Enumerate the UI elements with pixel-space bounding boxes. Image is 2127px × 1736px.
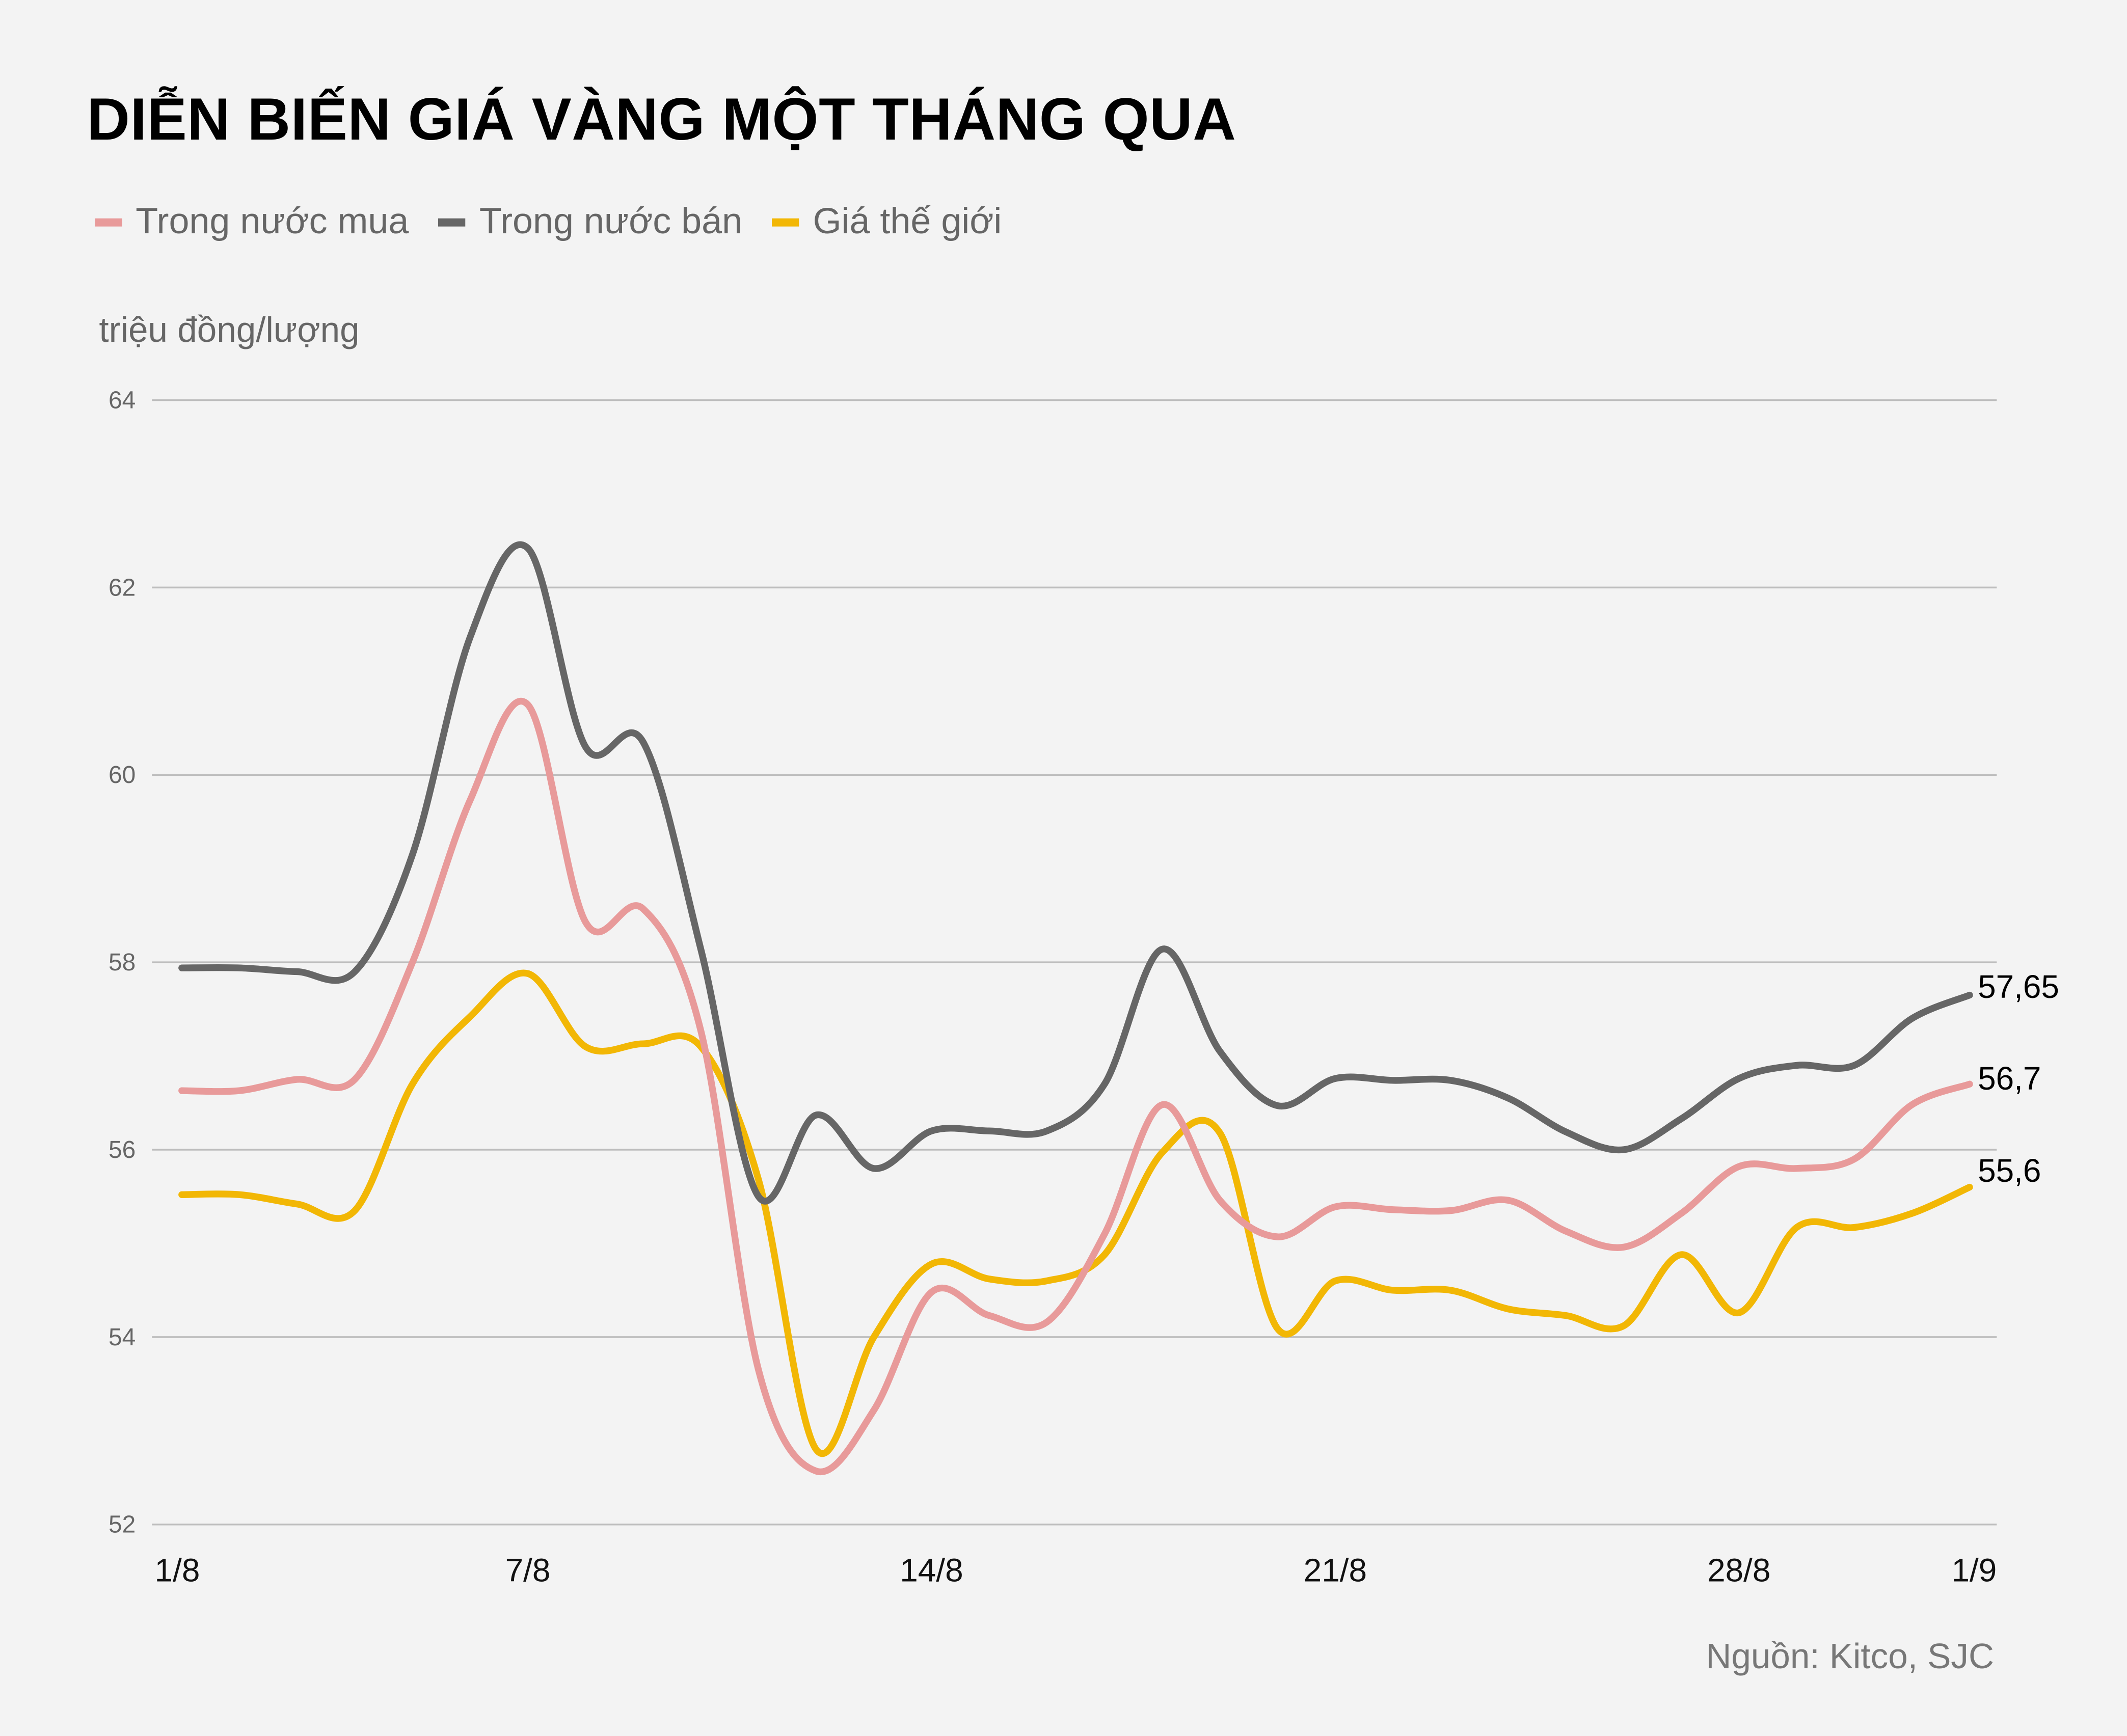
y-tick-label: 64 xyxy=(109,387,136,414)
y-tick-label: 54 xyxy=(109,1324,136,1351)
legend-swatch-buy xyxy=(95,218,122,226)
y-tick-label: 52 xyxy=(109,1511,136,1538)
series-line-sell xyxy=(178,541,1973,1205)
legend-swatch-sell xyxy=(438,218,466,226)
legend-label-buy: Trong nước mua xyxy=(136,201,409,241)
legend-item-sell: Trong nước bán xyxy=(438,201,743,243)
end-value-label-sell: 57,65 xyxy=(1978,968,2059,1005)
chart-title: DIỄN BIẾN GIÁ VÀNG MỘT THÁNG QUA xyxy=(87,87,1236,153)
x-tick-label: 1/8 xyxy=(155,1552,200,1589)
x-tick-label: 28/8 xyxy=(1707,1552,1770,1589)
y-axis-unit: triệu đồng/lượng xyxy=(99,309,360,350)
legend-item-buy: Trong nước mua xyxy=(95,201,409,243)
y-tick-label: 56 xyxy=(109,1136,136,1163)
end-value-label-buy: 56,7 xyxy=(1978,1060,2041,1097)
legend: Trong nước mua Trong nước bán Giá thế gi… xyxy=(95,201,1002,243)
legend-swatch-world xyxy=(772,218,799,226)
x-tick-label: 14/8 xyxy=(900,1552,963,1589)
y-tick-label: 58 xyxy=(109,949,136,976)
source-note: Nguồn: Kitco, SJC xyxy=(1706,1636,1995,1676)
series-line-world xyxy=(178,969,1973,1457)
legend-label-world: Giá thế giới xyxy=(813,201,1002,241)
x-tick-label: 1/9 xyxy=(1952,1552,1997,1589)
legend-item-world: Giá thế giới xyxy=(772,201,1002,243)
x-tick-label: 7/8 xyxy=(505,1552,551,1589)
y-tick-label: 60 xyxy=(109,762,136,789)
y-tick-label: 62 xyxy=(109,574,136,601)
x-tick-label: 21/8 xyxy=(1304,1552,1367,1589)
legend-label-sell: Trong nước bán xyxy=(479,201,743,241)
end-value-label-world: 55,6 xyxy=(1978,1152,2041,1189)
series-line-buy xyxy=(178,697,1973,1476)
